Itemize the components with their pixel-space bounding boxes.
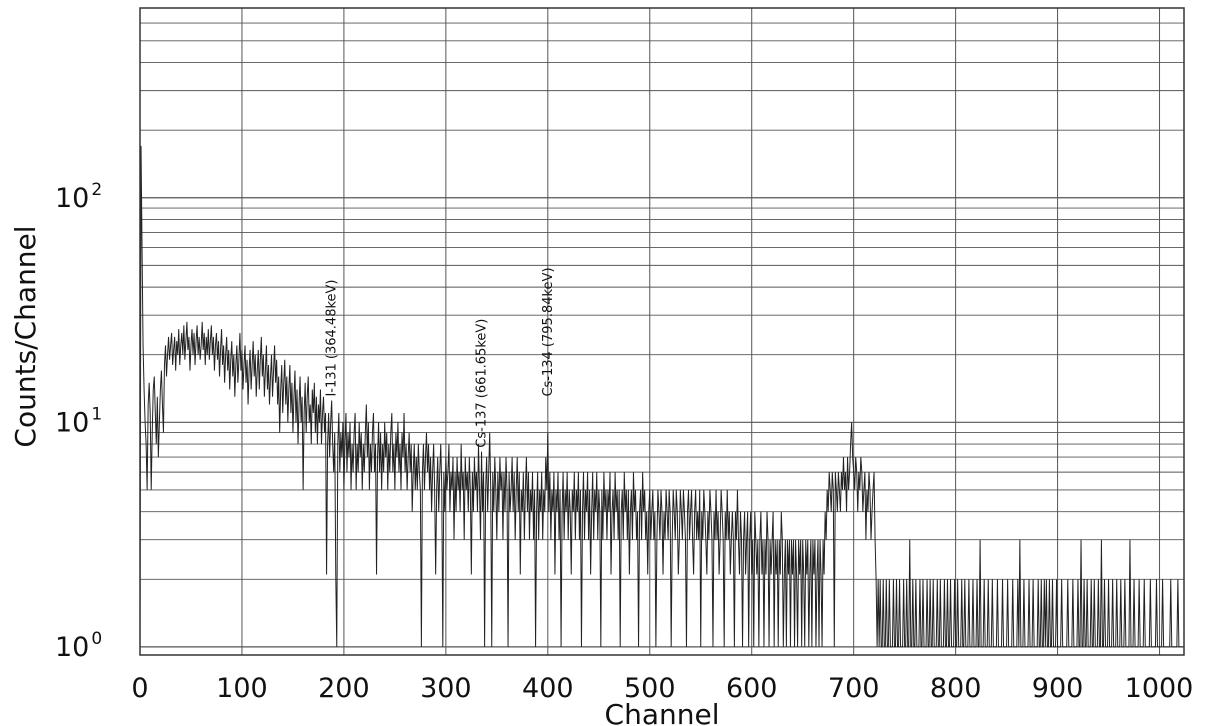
x-axis-ticks: 0 100 200 300 400 500 600 700 800 900 1000	[131, 673, 1193, 704]
x-tick-label: 200	[318, 673, 370, 704]
x-tick-label: 700	[828, 673, 880, 704]
x-tick-label: 400	[522, 673, 574, 704]
spectrum-line	[139, 146, 1183, 648]
x-tick-label: 100	[216, 673, 268, 704]
x-tick-label: 900	[1032, 673, 1084, 704]
peak-annotation: Cs-137 (661.65keV)	[475, 319, 490, 448]
x-tick-label: 600	[726, 673, 778, 704]
y-tick-label: 10 0	[55, 629, 102, 663]
y-tick-label: 10 2	[55, 180, 102, 214]
y-tick-label: 10 1	[55, 404, 102, 438]
x-tick-label: 0	[131, 673, 148, 704]
annotations: I-131 (364.48keV) Cs-137 (661.65keV) Cs-13…	[325, 267, 556, 447]
x-tick-label: 300	[420, 673, 472, 704]
x-axis-title: Channel	[605, 698, 720, 726]
peak-annotation: I-131 (364.48keV)	[325, 279, 340, 396]
x-tick-label: 800	[930, 673, 982, 704]
x-tick-label: 500	[624, 673, 676, 704]
series-layer	[139, 146, 1183, 648]
y-axis-title: Counts/Channel	[9, 225, 42, 447]
peak-annotation: Cs-134 (795.84keV)	[541, 267, 556, 396]
x-tick-label: 1000	[1125, 673, 1194, 704]
plot-frame	[139, 7, 1185, 656]
